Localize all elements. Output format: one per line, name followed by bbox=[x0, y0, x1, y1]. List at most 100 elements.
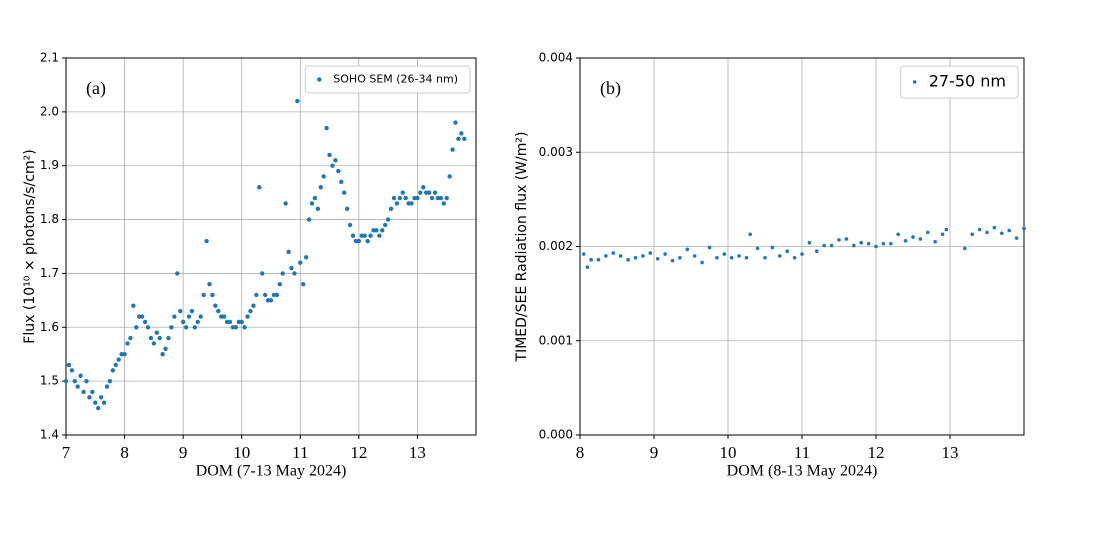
data-point bbox=[459, 131, 464, 136]
data-point bbox=[447, 174, 452, 179]
panel-annotation: (a) bbox=[86, 78, 106, 99]
data-point bbox=[96, 405, 101, 411]
data-point bbox=[589, 257, 593, 262]
data-point bbox=[626, 257, 630, 262]
data-point bbox=[581, 252, 586, 256]
data-point bbox=[896, 232, 900, 237]
data-point bbox=[365, 238, 370, 244]
legend-marker bbox=[912, 80, 917, 84]
data-point bbox=[350, 233, 356, 238]
data-point bbox=[778, 254, 782, 258]
data-point bbox=[104, 384, 110, 389]
data-point bbox=[72, 378, 77, 384]
data-point bbox=[84, 378, 89, 384]
y-tick-label: 0.004 bbox=[539, 51, 573, 65]
data-point bbox=[134, 325, 139, 330]
data-point bbox=[770, 245, 775, 250]
x-tick-label: 8 bbox=[576, 443, 585, 462]
data-point bbox=[128, 335, 133, 341]
data-point bbox=[201, 292, 206, 298]
data-point bbox=[204, 238, 209, 244]
data-point bbox=[239, 319, 244, 325]
data-point bbox=[596, 257, 601, 262]
y-tick-label: 1.9 bbox=[40, 158, 59, 172]
data-point bbox=[207, 282, 212, 287]
data-point bbox=[116, 357, 121, 362]
data-point bbox=[330, 163, 335, 168]
data-point bbox=[154, 330, 159, 335]
data-point bbox=[432, 190, 438, 195]
data-point bbox=[160, 352, 165, 357]
panel-annotation: (b) bbox=[600, 78, 621, 99]
data-point bbox=[418, 190, 423, 195]
data-point bbox=[277, 282, 282, 287]
data-point bbox=[122, 352, 127, 357]
data-point bbox=[342, 190, 347, 195]
data-point bbox=[303, 255, 309, 260]
data-point bbox=[175, 271, 180, 276]
data-point bbox=[383, 222, 388, 228]
data-point bbox=[93, 400, 98, 405]
data-point bbox=[456, 136, 461, 141]
data-point bbox=[1000, 231, 1004, 236]
data-point bbox=[356, 238, 362, 244]
data-point bbox=[333, 158, 338, 163]
data-point bbox=[347, 222, 353, 228]
data-point bbox=[874, 244, 878, 249]
data-point bbox=[438, 195, 444, 201]
data-point bbox=[670, 258, 675, 263]
data-point bbox=[183, 325, 189, 330]
data-point bbox=[189, 308, 195, 314]
data-point bbox=[198, 314, 203, 319]
data-point bbox=[903, 239, 908, 243]
data-point bbox=[400, 190, 405, 195]
data-point bbox=[409, 201, 414, 206]
data-point bbox=[101, 400, 107, 405]
data-point bbox=[245, 314, 250, 319]
data-point bbox=[163, 346, 168, 352]
data-point bbox=[785, 249, 789, 254]
data-point bbox=[98, 395, 104, 400]
data-point bbox=[918, 237, 923, 241]
data-point bbox=[415, 195, 420, 201]
data-point bbox=[321, 174, 326, 179]
data-point bbox=[260, 271, 265, 276]
x-tick-label: 9 bbox=[179, 443, 188, 462]
legend-label: SOHO SEM (26-34 nm) bbox=[333, 73, 458, 86]
x-tick-label: 13 bbox=[942, 443, 959, 462]
legend-frame bbox=[900, 65, 1019, 99]
data-point bbox=[306, 217, 312, 222]
data-point bbox=[301, 282, 306, 287]
data-point bbox=[737, 254, 741, 258]
panel: 0.000 0.001 0.002 0.003 0.004 8 9 10 11 12 13 DOM (… bbox=[514, 51, 1025, 480]
data-point bbox=[216, 308, 221, 314]
data-point bbox=[142, 319, 148, 325]
x-tick-label: 12 bbox=[868, 443, 885, 462]
data-point bbox=[633, 256, 638, 260]
data-point bbox=[298, 260, 303, 265]
data-point bbox=[169, 325, 174, 330]
data-point bbox=[748, 232, 752, 237]
data-point bbox=[377, 233, 382, 238]
data-point bbox=[110, 368, 116, 373]
data-point bbox=[81, 389, 86, 395]
y-tick-label: 2.1 bbox=[40, 51, 59, 65]
data-point bbox=[807, 240, 812, 245]
data-point bbox=[944, 227, 949, 232]
data-point bbox=[195, 319, 200, 325]
data-point bbox=[692, 254, 697, 258]
data-point bbox=[852, 243, 856, 248]
plot-frame bbox=[579, 57, 1025, 436]
x-axis-label: DOM (7-13 May 2024) bbox=[196, 463, 347, 480]
data-point bbox=[611, 251, 616, 255]
data-point bbox=[295, 98, 300, 104]
data-point bbox=[178, 308, 183, 314]
data-point bbox=[641, 254, 645, 258]
data-point bbox=[385, 217, 391, 222]
data-point bbox=[227, 319, 233, 325]
data-point bbox=[744, 256, 749, 260]
data-point bbox=[911, 235, 915, 239]
data-point bbox=[336, 168, 341, 174]
data-point bbox=[380, 228, 385, 233]
